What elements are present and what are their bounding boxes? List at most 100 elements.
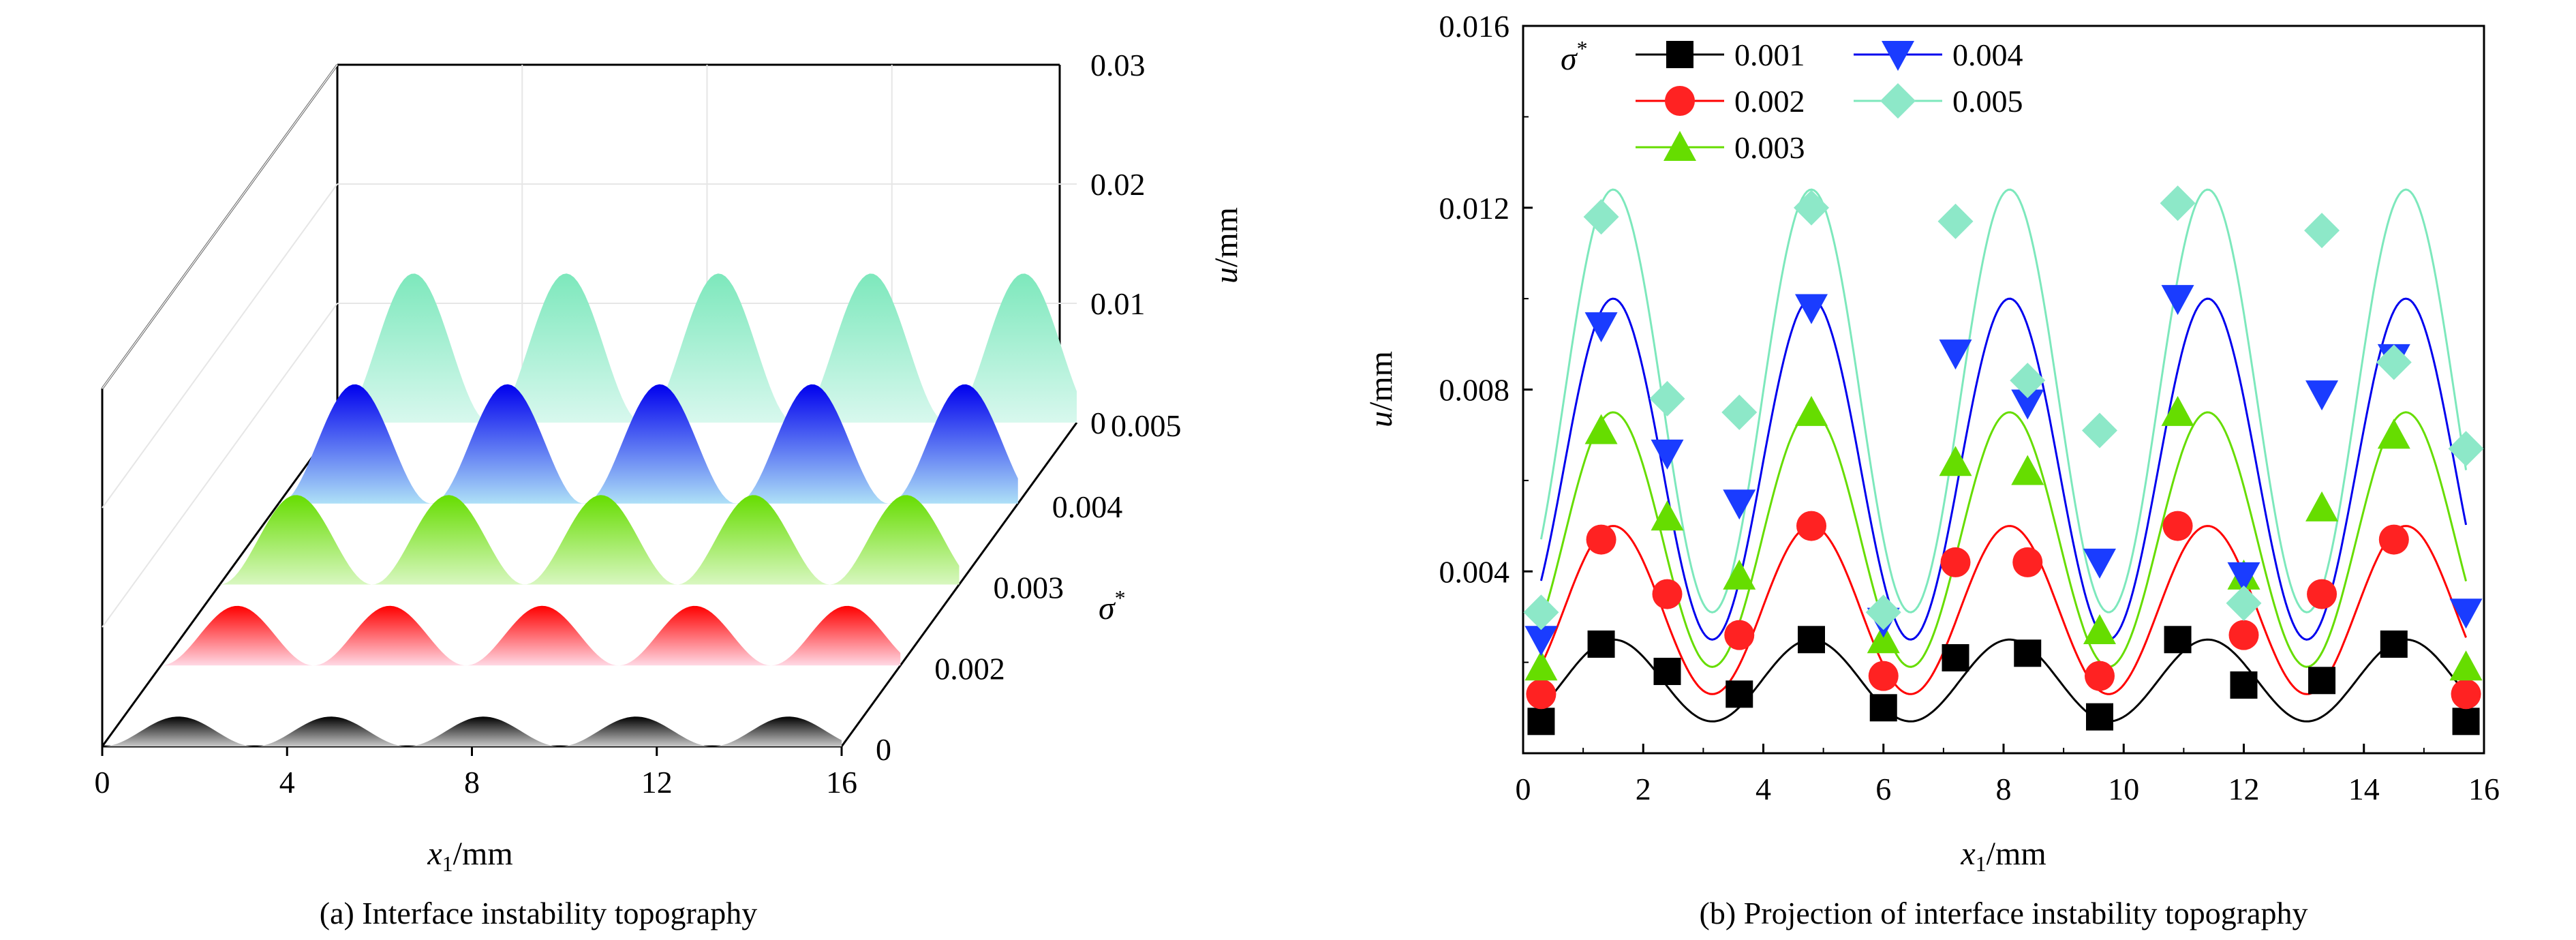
marker-0.002 [2307,579,2337,609]
marker-0.001 [2164,626,2192,654]
marker-0.001 [1587,630,1615,658]
panel-a-3d-topography: 0 4 8 12 16 0 0.01 0.02 0.03 0 0.002 0.003 0.004 0.… [95,48,1245,930]
y-tick-label: 0.008 [1439,373,1510,408]
marker-0.005 [1721,394,1758,430]
x-tick-label: 8 [1996,772,2012,806]
marker-0.002 [1724,620,1755,650]
ridge-sigma-0.004 [278,384,1018,504]
legend-label: 0.001 [1734,37,1805,72]
marker-0.002 [1868,661,1899,691]
marker-0.005 [2448,431,2484,467]
marker-0.005 [2160,185,2196,222]
marker-0.005 [1794,189,1829,226]
marker-0.001 [2230,671,2258,699]
depth-tick-label: 0.003 [994,571,1064,605]
marker-0.002 [2228,620,2259,650]
panel-b-series-markers [1523,185,2484,736]
series-line-0.003 [1539,411,2468,668]
marker-0.005 [2304,213,2340,249]
marker-0.001 [1798,626,1825,654]
marker-0.004 [2161,285,2194,316]
legend-title: σ* [1561,36,1588,77]
marker-0.003 [2377,419,2410,449]
x-tick-label: 10 [2108,772,2139,806]
panel-a-z-ticks: 0 0.01 0.02 0.03 [1090,48,1146,440]
z-tick-label: 0.02 [1090,167,1146,202]
marker-0.003 [1524,650,1558,681]
marker-0.004 [1939,339,1972,370]
marker-0.003 [2083,613,2116,644]
panel-a-depth-axis-label: σ* [1099,586,1126,626]
marker-0.005 [1865,594,1901,631]
panel-a-ridges [102,273,1077,746]
panel-b-y-axis-label: u/mm [1363,351,1399,427]
marker-0.003 [1939,446,1972,476]
marker-0.005 [2010,363,2046,399]
x-tick-label: 2 [1636,772,1651,806]
legend-label: 0.002 [1734,84,1805,119]
panel-b-series-lines [1539,188,2468,723]
x-tick-label: 14 [2348,772,2380,806]
marker-0.004 [1651,439,1684,470]
marker-0.005 [2376,344,2412,380]
ridge-sigma-0.001 [102,716,842,746]
marker-0.001 [1942,643,1969,671]
ridge-sigma-0.002 [161,605,901,666]
x-tick-label: 0 [1516,772,1531,806]
marker-0.003 [1867,623,1900,654]
marker-0.002 [1940,547,1971,577]
marker-0.004 [1723,489,1756,520]
z-tick-label: 0.03 [1090,48,1146,82]
series-line-0.001 [1540,638,2467,723]
marker-0.003 [1584,414,1618,444]
marker-0.005 [1937,203,1974,239]
x-tick-label: 16 [826,765,857,800]
depth-tick-label: 0 [876,732,891,767]
side-wall-gridline [102,64,338,389]
ridge-sigma-0.005 [337,273,1077,423]
ridge-sigma-0.003 [219,495,960,585]
y-tick-label: 0.004 [1439,554,1510,589]
depth-tick-label: 0.004 [1052,489,1123,524]
x-tick-label: 4 [1755,772,1771,806]
panel-b-caption: (b) Projection of interface instability … [1700,896,2308,930]
marker-0.005 [1583,199,1619,235]
y-tick-label: 0.016 [1439,9,1510,44]
marker-0.001 [1527,708,1555,736]
x-tick-label: 0 [95,765,110,800]
z-tick-label: 0 [1090,406,1106,440]
x-tick-label: 16 [2468,772,2500,806]
marker-0.004 [2011,389,2044,420]
marker-0.005 [1649,380,1685,416]
marker-0.001 [2014,639,2042,667]
legend-label: 0.004 [1952,37,2023,72]
legend-marker-0.001 [1666,41,1693,68]
marker-0.004 [1524,626,1558,656]
marker-0.002 [1586,524,1616,555]
side-wall-gridline [102,183,338,509]
marker-0.003 [1795,395,1828,426]
z-tick-label: 0.01 [1090,286,1146,321]
marker-0.004 [2083,548,2116,579]
marker-0.003 [1651,500,1684,531]
marker-0.004 [2449,598,2483,629]
marker-0.005 [2082,412,2117,449]
x-tick-label: 6 [1875,772,1891,806]
panel-b-legend: σ* 0.001 0.002 0.003 0.004 0.005 [1561,36,2023,165]
marker-0.001 [2452,708,2480,736]
depth-tick-label: 0.005 [1111,408,1182,443]
marker-0.002 [2378,524,2409,555]
marker-0.002 [1652,579,1683,609]
marker-0.003 [2449,650,2483,681]
marker-0.001 [2308,667,2336,695]
marker-0.003 [2011,455,2044,485]
marker-0.001 [1726,680,1753,708]
marker-0.002 [1796,511,1826,541]
marker-0.001 [1653,657,1681,685]
marker-0.003 [2305,491,2339,521]
marker-0.004 [2305,380,2339,411]
legend-label: 0.005 [1952,84,2023,119]
marker-0.002 [1526,679,1557,710]
